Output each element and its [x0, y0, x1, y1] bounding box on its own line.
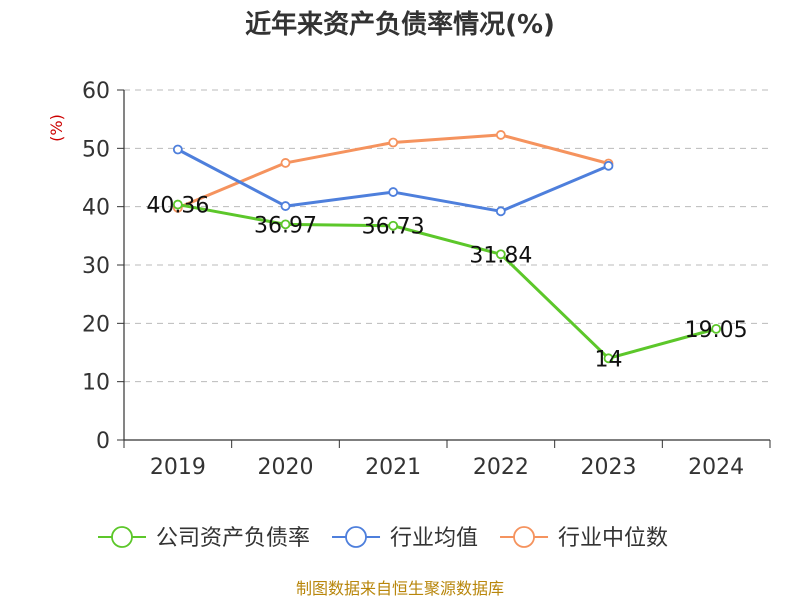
axes: 0 10 20 30 40 50 60 2019 2020 2021 2022 2023 2024	[82, 79, 771, 480]
y-tick-label: 30	[82, 254, 110, 279]
data-label: 19.05	[685, 318, 748, 343]
data-label: 40.36	[146, 194, 209, 219]
legend-label: 公司资产负债率	[156, 526, 310, 551]
data-point	[172, 199, 183, 210]
y-tick-label: 50	[82, 137, 110, 162]
data-labels: 40.36 36.97 36.73 31.84 14 19.05	[146, 194, 747, 373]
x-tick-label: 2019	[150, 455, 206, 480]
data-point	[603, 353, 614, 364]
data-label: 31.84	[469, 243, 532, 268]
data-point	[388, 187, 399, 197]
data-point	[388, 137, 399, 148]
data-point	[280, 201, 291, 211]
x-tick-label: 2024	[688, 455, 744, 480]
data-label: 14	[595, 347, 623, 372]
y-tick-label: 20	[82, 312, 110, 337]
data-point	[711, 323, 722, 334]
source-note: 制图数据来自恒生聚源数据库	[296, 579, 504, 598]
series-lines	[172, 130, 722, 364]
data-label: 36.73	[362, 215, 425, 240]
legend: 公司资产负债率 行业均值 行业中位数	[98, 526, 668, 551]
data-label: 36.97	[254, 213, 317, 238]
legend-marker	[513, 526, 535, 548]
data-point	[495, 206, 506, 217]
legend-label: 行业均值	[390, 526, 478, 551]
x-tick-label: 2022	[473, 455, 529, 480]
y-tick-label: 40	[82, 196, 110, 221]
data-point	[603, 160, 614, 171]
data-point	[495, 249, 506, 260]
x-tick-label: 2023	[581, 455, 637, 480]
chart-title: 近年来资产负债率情况(%)	[245, 9, 555, 40]
data-point	[172, 144, 183, 155]
data-point	[280, 219, 291, 230]
y-axis-unit: (%)	[47, 114, 66, 142]
series-line	[177, 203, 717, 360]
data-point	[495, 130, 506, 140]
y-tick-label: 10	[82, 371, 110, 396]
legend-label: 行业中位数	[558, 526, 668, 551]
grid-lines	[124, 89, 770, 383]
legend-marker	[345, 526, 367, 548]
data-point	[280, 158, 291, 168]
x-tick-label: 2021	[365, 455, 421, 480]
legend-marker	[111, 526, 133, 548]
x-tick-label: 2020	[258, 455, 314, 480]
y-tick-label: 60	[82, 79, 110, 104]
data-point	[388, 220, 399, 231]
y-tick-label: 0	[96, 429, 110, 454]
